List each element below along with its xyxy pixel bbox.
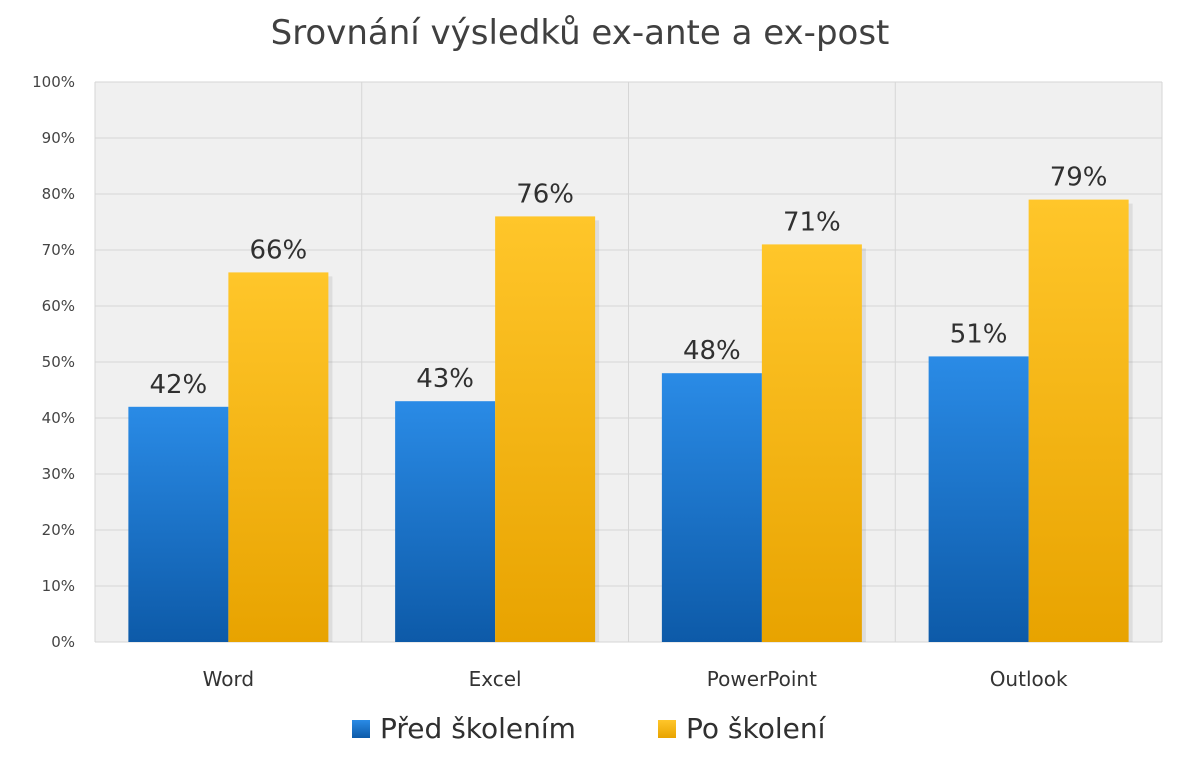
legend-swatch [352, 720, 370, 738]
legend-label: Před školením [380, 712, 576, 745]
bar-po-word [228, 272, 329, 642]
data-label: 66% [249, 235, 307, 265]
bar-po-outlook [1028, 199, 1129, 642]
bar-pred-excel [395, 401, 496, 642]
y-tick-label: 90% [42, 129, 75, 147]
x-category-label: Outlook [990, 667, 1068, 691]
y-tick-label: 0% [51, 633, 75, 651]
bar-pred-powerpoint [661, 373, 762, 642]
data-label: 48% [683, 336, 741, 366]
y-tick-label: 70% [42, 241, 75, 259]
legend-label: Po školení [686, 712, 827, 745]
y-tick-label: 10% [42, 577, 75, 595]
y-tick-label: 60% [42, 297, 75, 315]
chart-title: Srovnání výsledků ex-ante a ex-post [271, 13, 890, 53]
y-tick-label: 30% [42, 465, 75, 483]
bar-po-excel [495, 216, 596, 642]
bar-pred-outlook [928, 356, 1029, 642]
bar-po-powerpoint [761, 244, 862, 642]
legend-swatch [658, 720, 676, 738]
y-tick-label: 20% [42, 521, 75, 539]
data-label: 43% [416, 364, 474, 394]
y-tick-label: 40% [42, 409, 75, 427]
data-label: 71% [783, 207, 841, 237]
bar-pred-word [128, 406, 229, 642]
x-category-label: PowerPoint [707, 667, 817, 691]
data-label: 79% [1050, 163, 1108, 193]
y-tick-label: 80% [42, 185, 75, 203]
data-label: 42% [149, 370, 207, 400]
data-label: 51% [950, 319, 1008, 349]
x-category-label: Word [203, 667, 254, 691]
data-label: 76% [516, 179, 574, 209]
x-category-label: Excel [469, 667, 522, 691]
y-tick-label: 50% [42, 353, 75, 371]
y-tick-label: 100% [32, 73, 75, 91]
